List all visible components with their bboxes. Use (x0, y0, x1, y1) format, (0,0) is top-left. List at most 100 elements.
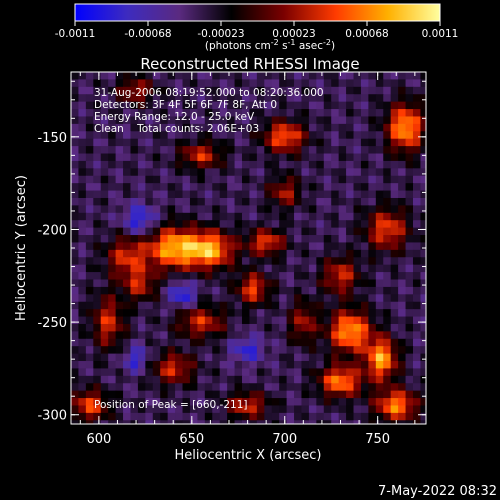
heatmap-cell (286, 220, 295, 229)
heatmap-cell (197, 220, 206, 229)
heatmap-cell (294, 131, 303, 140)
heatmap-cell (241, 279, 251, 288)
heatmap-cell (167, 220, 176, 229)
heatmap-cell (145, 235, 154, 244)
heatmap-cell (175, 190, 184, 199)
heatmap-cell (271, 272, 280, 281)
heatmap-cell (145, 146, 154, 155)
heatmap-cell (412, 220, 422, 229)
heatmap-cell (145, 301, 154, 310)
heatmap-cell (93, 94, 102, 103)
heatmap-cell (398, 412, 407, 421)
heatmap-cell (78, 346, 87, 355)
heatmap-cell (286, 361, 295, 370)
heatmap-cell (405, 212, 414, 221)
heatmap-cell (405, 294, 414, 303)
heatmap-cell (360, 94, 369, 103)
heatmap-cell (219, 383, 228, 392)
heatmap-cell (219, 323, 228, 332)
heatmap-cell (130, 286, 139, 295)
heatmap-cell (115, 197, 124, 206)
heatmap-cell (167, 294, 176, 303)
heatmap-cell (78, 205, 87, 214)
heatmap-cell (234, 316, 243, 325)
heatmap-cell (420, 86, 426, 95)
heatmap-cell (175, 286, 184, 295)
heatmap-cell (346, 86, 355, 95)
heatmap-cell (360, 249, 369, 258)
heatmap-cell (308, 323, 317, 332)
heatmap-cell (160, 301, 169, 310)
heatmap-cell (152, 420, 161, 424)
heatmap-cell (85, 72, 94, 81)
heatmap-cell (241, 383, 251, 392)
heatmap-cell (197, 346, 206, 355)
heatmap-cell (108, 146, 117, 155)
heatmap-cell (294, 138, 303, 147)
heatmap-cell (212, 331, 221, 340)
heatmap-cell (420, 131, 426, 140)
heatmap-cell (375, 301, 384, 310)
heatmap-cell (219, 190, 228, 199)
heatmap-cell (353, 286, 362, 295)
heatmap-cell (353, 405, 362, 414)
heatmap-cell (412, 123, 422, 132)
heatmap-cell (353, 227, 362, 236)
heatmap-cell (219, 168, 228, 177)
heatmap-cell (123, 412, 132, 421)
heatmap-cell (420, 361, 426, 370)
heatmap-cell (227, 160, 236, 169)
heatmap-cell (294, 257, 303, 266)
heatmap-cell (78, 227, 87, 236)
heatmap-cell (189, 153, 198, 162)
heatmap-cell (130, 131, 139, 140)
heatmap-cell (100, 249, 109, 258)
heatmap-cell (115, 375, 124, 384)
heatmap-cell (301, 309, 310, 318)
heatmap-cell (301, 72, 310, 81)
heatmap-cell (316, 94, 325, 103)
heatmap-cell (249, 368, 258, 377)
heatmap-cell (368, 175, 377, 184)
heatmap-cell (264, 361, 273, 370)
heatmap-cell (368, 249, 377, 258)
heatmap-cell (301, 101, 310, 110)
heatmap-cell (390, 101, 399, 110)
heatmap-cell (331, 190, 340, 199)
heatmap-cell (316, 286, 325, 295)
colorbar-tick-label: -0.0011 (55, 28, 96, 40)
heatmap-cell (331, 368, 340, 377)
heatmap-cell (420, 420, 426, 424)
heatmap-cell (115, 235, 124, 244)
heatmap-cell (137, 279, 146, 288)
heatmap-cell (71, 168, 80, 177)
heatmap-cell (152, 309, 161, 318)
heatmap-cell (212, 405, 221, 414)
heatmap-cell (405, 368, 414, 377)
heatmap-cell (160, 346, 169, 355)
heatmap-cell (368, 361, 377, 370)
heatmap-cell (100, 361, 109, 370)
heatmap-cell (398, 153, 407, 162)
heatmap-cell (390, 153, 399, 162)
heatmap-cell (130, 390, 139, 399)
heatmap-cell (71, 212, 80, 221)
heatmap-cell (182, 338, 191, 347)
heatmap-cell (152, 323, 161, 332)
heatmap-cell (234, 375, 243, 384)
heatmap-cell (100, 101, 109, 110)
heatmap-cell (286, 116, 295, 125)
heatmap-cell (286, 257, 295, 266)
heatmap-cell (241, 390, 251, 399)
heatmap-cell (93, 109, 102, 118)
heatmap-cell (241, 249, 251, 258)
heatmap-cell (420, 331, 426, 340)
heatmap-cell (189, 235, 198, 244)
heatmap-cell (405, 86, 414, 95)
heatmap-cell (108, 86, 117, 95)
heatmap-cell (375, 146, 384, 155)
heatmap-cell (212, 294, 221, 303)
heatmap-cell (286, 160, 295, 169)
heatmap-cell (130, 183, 139, 192)
heatmap-cell (338, 86, 347, 95)
